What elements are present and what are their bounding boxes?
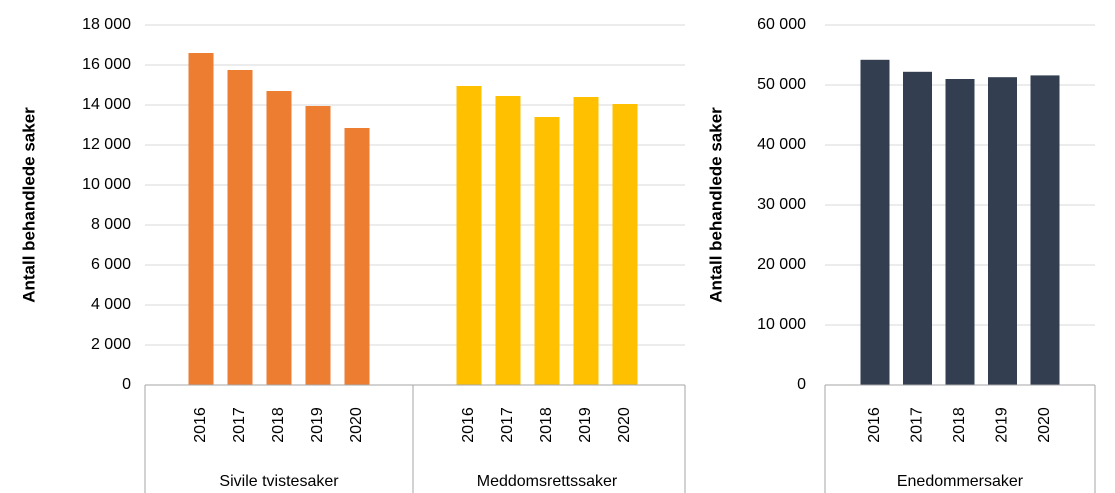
y-tick-label: 40 000	[757, 136, 806, 153]
x-tick-label: 2017	[909, 407, 926, 443]
x-tick-label: 2020	[1036, 407, 1053, 443]
bar	[1030, 75, 1060, 386]
bar	[988, 77, 1017, 385]
group-label: Meddomsrettssaker	[477, 473, 618, 490]
y-tick-label: 0	[797, 376, 806, 393]
bar	[266, 91, 292, 385]
y-tick-label: 30 000	[757, 196, 806, 213]
y-tick-label: 2 000	[91, 336, 131, 353]
x-tick-label: 2018	[270, 407, 287, 443]
y-tick-label: 0	[122, 376, 131, 393]
bar	[495, 96, 521, 385]
x-tick-label: 2019	[577, 407, 594, 443]
x-tick-label: 2019	[994, 407, 1011, 443]
y-tick-label: 4 000	[91, 296, 131, 313]
group-label: Enedommersaker	[897, 473, 1024, 490]
y-tick-label: 12 000	[82, 136, 131, 153]
bar	[860, 59, 890, 386]
y-tick-label: 10 000	[757, 316, 806, 333]
y-tick-label: 6 000	[91, 256, 131, 273]
bar	[903, 71, 932, 386]
bar	[534, 117, 560, 385]
y-tick-label: 10 000	[82, 176, 131, 193]
x-tick-label: 2020	[348, 407, 365, 443]
bar	[612, 104, 638, 385]
bar	[456, 86, 482, 385]
x-tick-label: 2018	[538, 407, 555, 443]
bar	[188, 53, 214, 385]
bar	[573, 97, 599, 385]
x-tick-label: 2019	[309, 407, 326, 443]
bar	[945, 79, 975, 385]
x-tick-label: 2018	[951, 407, 968, 443]
group-label: Sivile tvistesaker	[219, 473, 339, 490]
x-tick-label: 2016	[460, 407, 477, 443]
y-tick-label: 8 000	[91, 216, 131, 233]
x-tick-label: 2016	[866, 407, 883, 443]
x-tick-label: 2016	[192, 407, 209, 443]
bar	[344, 128, 370, 385]
x-tick-label: 2017	[231, 407, 248, 443]
y-tick-label: 60 000	[757, 16, 806, 33]
y-tick-label: 50 000	[757, 76, 806, 93]
y-tick-label: 16 000	[82, 56, 131, 73]
bar	[305, 106, 331, 385]
y-axis-title: Antall behandlede saker	[706, 107, 725, 303]
y-tick-label: 14 000	[82, 96, 131, 113]
x-tick-label: 2017	[499, 407, 516, 443]
y-tick-label: 18 000	[82, 16, 131, 33]
bar	[227, 70, 253, 385]
x-tick-label: 2020	[616, 407, 633, 443]
y-tick-label: 20 000	[757, 256, 806, 273]
y-axis-title: Antall behandlede saker	[19, 107, 38, 303]
